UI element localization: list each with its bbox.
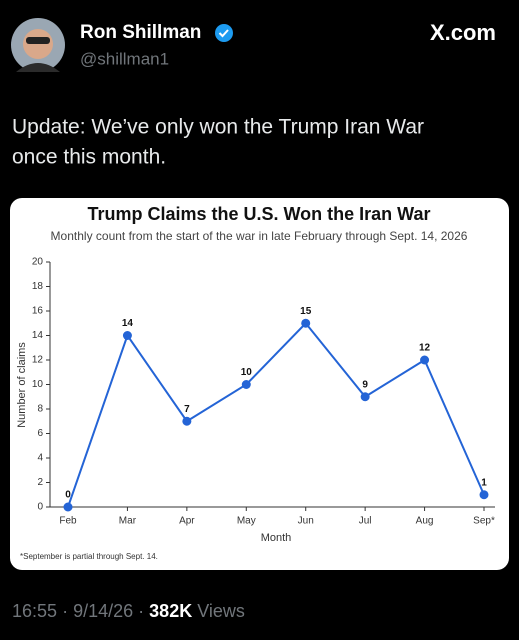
point <box>122 331 132 340</box>
chart-subtitle: Monthly count from the start of the war … <box>51 229 468 243</box>
y-tick-label: 0 <box>37 502 43 513</box>
x-tick-label: May <box>237 516 256 527</box>
footnote: *September is partial through Sept. 14. <box>20 552 158 561</box>
data-label: 9 <box>362 379 368 390</box>
chart-card <box>10 198 509 570</box>
y-tick-label: 4 <box>37 453 43 464</box>
point <box>63 502 73 512</box>
y-tick-label: 10 <box>32 379 44 390</box>
point <box>479 490 489 500</box>
author-handle[interactable]: @shillman1 <box>80 49 169 68</box>
y-tick-label: 18 <box>32 281 44 292</box>
chart-title: Trump Claims the U.S. Won the Iran War <box>87 204 430 224</box>
point <box>420 355 430 365</box>
x-tick-label: Feb <box>59 516 77 527</box>
y-tick-label: 14 <box>32 330 44 341</box>
views-label: Views <box>197 601 245 621</box>
data-label: 0 <box>65 490 71 501</box>
point <box>182 416 192 426</box>
separator: · <box>138 601 144 621</box>
data-label: 7 <box>184 404 190 415</box>
point <box>360 392 370 402</box>
point <box>301 318 311 328</box>
brand: X.com <box>430 20 496 45</box>
time: 16:55 <box>12 601 57 621</box>
data-label: 14 <box>122 318 134 329</box>
author-name[interactable]: Ron Shillman <box>80 22 201 43</box>
data-label: 10 <box>241 367 253 378</box>
tweet-text: Update: We’ve only won the Trump Iran Wa… <box>12 116 424 139</box>
data-label: 15 <box>300 306 312 317</box>
y-tick-label: 2 <box>37 477 43 488</box>
verified-badge <box>215 24 233 42</box>
separator: · <box>62 601 68 621</box>
avatar[interactable] <box>11 18 65 72</box>
footer: 16:55 · 9/14/26 · 382K Views <box>12 601 245 621</box>
x-tick-label: Sep* <box>473 516 495 527</box>
avatar-shirt <box>16 63 60 72</box>
x-tick-label: Jul <box>359 516 372 527</box>
y-tick-label: 16 <box>32 306 44 317</box>
line <box>67 321 485 508</box>
avatar-glasses <box>26 37 50 44</box>
x-tick-label: Jun <box>298 516 314 527</box>
tweet-text: once this month. <box>12 146 166 169</box>
date: 9/14/26 <box>73 601 133 621</box>
x-tick-label: Mar <box>119 516 137 527</box>
views-count: 382K <box>149 601 192 621</box>
y-axis-label: Number of claims <box>16 342 28 428</box>
y-tick-label: 12 <box>32 355 44 366</box>
data-label: 1 <box>481 477 487 488</box>
y-tick-label: 20 <box>32 257 44 268</box>
badge-check <box>218 29 229 38</box>
y-tick-label: 8 <box>37 404 43 415</box>
x-axis-label: Month <box>261 532 292 544</box>
data-label: 12 <box>419 343 431 354</box>
point <box>241 380 251 389</box>
x-tick-label: Aug <box>416 516 434 527</box>
y-tick-label: 6 <box>37 428 43 439</box>
x-tick-label: Apr <box>179 516 195 527</box>
